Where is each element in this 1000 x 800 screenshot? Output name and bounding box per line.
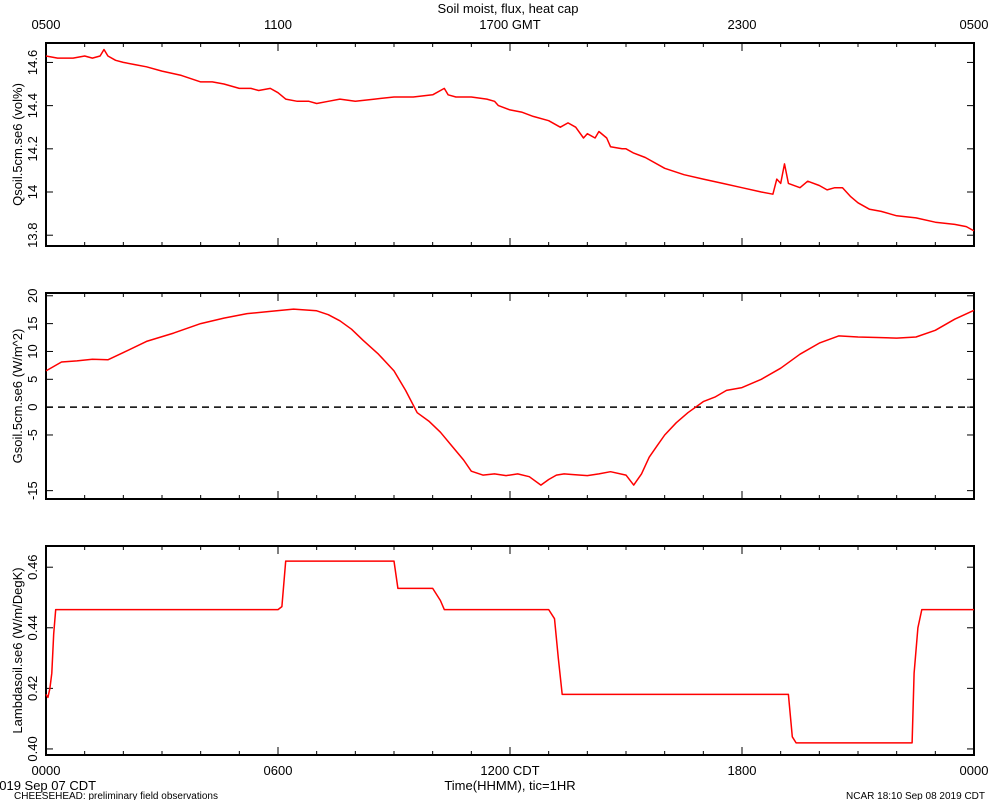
panel-frame [45,292,975,500]
y-tick-label: 5 [25,376,40,383]
y-tick-label: 14.4 [25,93,40,118]
y-tick-label: 0 [25,404,40,411]
top-tick-label: 2300 [728,17,757,32]
top-tick-label: 0500 [960,17,989,32]
y-tick-label: 0.46 [25,555,40,580]
y-tick-label: 20 [25,289,40,303]
y-tick-label: 14.2 [25,136,40,161]
chart-title: Soil moist, flux, heat cap [438,1,579,16]
y-tick-label: 0.42 [25,676,40,701]
y-tick-label: 15 [25,316,40,330]
panel-2: -15 -5 0 5 10 15 20 Gsoil.5cm.se6 (W/m^2) [10,289,975,500]
y-tick-label: 10 [25,344,40,358]
bottom-tick-label: 1200 CDT [480,763,539,778]
bottom-axis: 0000 0600 1200 CDT 1800 0000 [32,763,989,778]
top-tick-label: 1700 GMT [479,17,540,32]
y-axis-label: Lambdasoil.se6 (W/m/DegK) [10,567,25,733]
y-axis-label: Qsoil.5cm.se6 (vol%) [10,83,25,206]
top-tick-label: 1100 [264,17,292,32]
footer-right: NCAR 18:10 Sep 08 2019 CDT [846,791,985,800]
panel-frame [45,42,975,247]
y-tick-label: 0.44 [25,615,40,640]
y-tick-label: -15 [25,481,40,500]
bottom-tick-label: 0600 [264,763,293,778]
series-line [45,48,975,232]
y-tick-label: 14.6 [25,50,40,75]
y-tick-label: 13.8 [25,223,40,248]
bottom-tick-label: 1800 [728,763,757,778]
footer-left: CHEESEHEAD: preliminary field observatio… [14,791,218,800]
bottom-tick-label: 0000 [32,763,61,778]
bottom-tick-label: 0000 [960,763,989,778]
y-tick-label: 14 [25,185,40,199]
series-line [45,560,974,744]
date-label: 2019 Sep 07 CDT [0,778,96,793]
panel-frame [45,545,975,756]
top-tick-label: 0500 [32,17,61,32]
y-tick-label: 0.40 [25,736,40,761]
top-axis: 0500 1100 1700 GMT 2300 0500 [32,17,989,32]
series-line [45,308,975,486]
y-tick-label: -5 [25,429,40,441]
x-axis-label: Time(HHMM), tic=1HR [444,778,575,793]
y-axis-label: Gsoil.5cm.se6 (W/m^2) [10,329,25,464]
